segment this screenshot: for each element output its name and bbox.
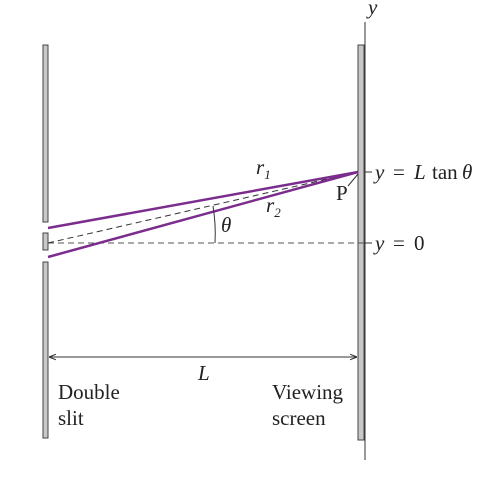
leader [347,173,359,187]
position-label: y = 0 [373,231,425,255]
screen-label: screen [272,406,326,430]
distance-label: L [197,361,210,385]
screen-label: Viewing [272,380,344,404]
axis-label: y [366,0,378,19]
angle-label: θ [221,213,231,237]
point-label: P [336,181,348,205]
ray-r2 [47,170,359,259]
slit-label: Double [58,380,120,404]
position-label: y = L tan θ [373,160,472,184]
slit-label: slit [58,406,84,430]
ray-r1 [47,170,359,230]
r1-label: r1 [256,155,271,182]
double-slit-barrier [42,44,49,439]
r2-label: r2 [266,193,281,220]
angle-line [47,171,359,244]
angle-arc [212,205,216,244]
